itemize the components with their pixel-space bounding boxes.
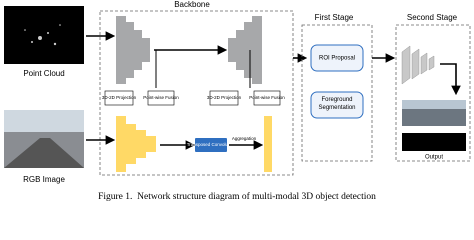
diagram: Point Cloud RGB Image Backbone 3D-2D Pro… [4, 0, 471, 202]
aggregated-feature [264, 116, 272, 172]
sky [4, 110, 84, 132]
label: ROI Proposal [319, 56, 355, 62]
box [310, 44, 364, 72]
title: Second Stage [407, 13, 458, 22]
label: Point-wise Fusion [143, 95, 179, 100]
segmentation-wrap: Foreground Segmentation [318, 97, 356, 111]
points [24, 24, 61, 46]
box [195, 138, 227, 152]
second-stage-box [395, 24, 471, 162]
sky [402, 100, 466, 109]
backbone-box [99, 10, 294, 176]
arrow [440, 63, 461, 96]
label: Aggregation [232, 136, 257, 141]
network-blocks [401, 45, 435, 85]
title: Backbone [174, 0, 210, 9]
box [310, 91, 364, 119]
box [147, 90, 175, 106]
box [253, 90, 281, 106]
caption: Figure 1. Network structure diagram of m… [98, 191, 376, 202]
title: First Stage [315, 13, 354, 22]
label: Output [425, 155, 443, 161]
decoder [228, 16, 262, 84]
encoder [116, 16, 150, 84]
output-points [402, 133, 466, 151]
label: 3D-2D Projection [207, 95, 242, 100]
box [104, 90, 134, 106]
road [4, 138, 84, 168]
first-stage-box [301, 24, 373, 162]
image-encoder [116, 116, 156, 172]
label: 3D-2D Projection [102, 95, 137, 100]
point-cloud-image [4, 6, 84, 64]
label: Point-wise Fusion [249, 95, 285, 100]
label: RGB Image [23, 175, 65, 184]
label: Foreground Segmentation [318, 97, 356, 111]
label: Transposed Convolution [187, 142, 236, 147]
label: Point Cloud [23, 69, 64, 78]
box [209, 90, 239, 106]
